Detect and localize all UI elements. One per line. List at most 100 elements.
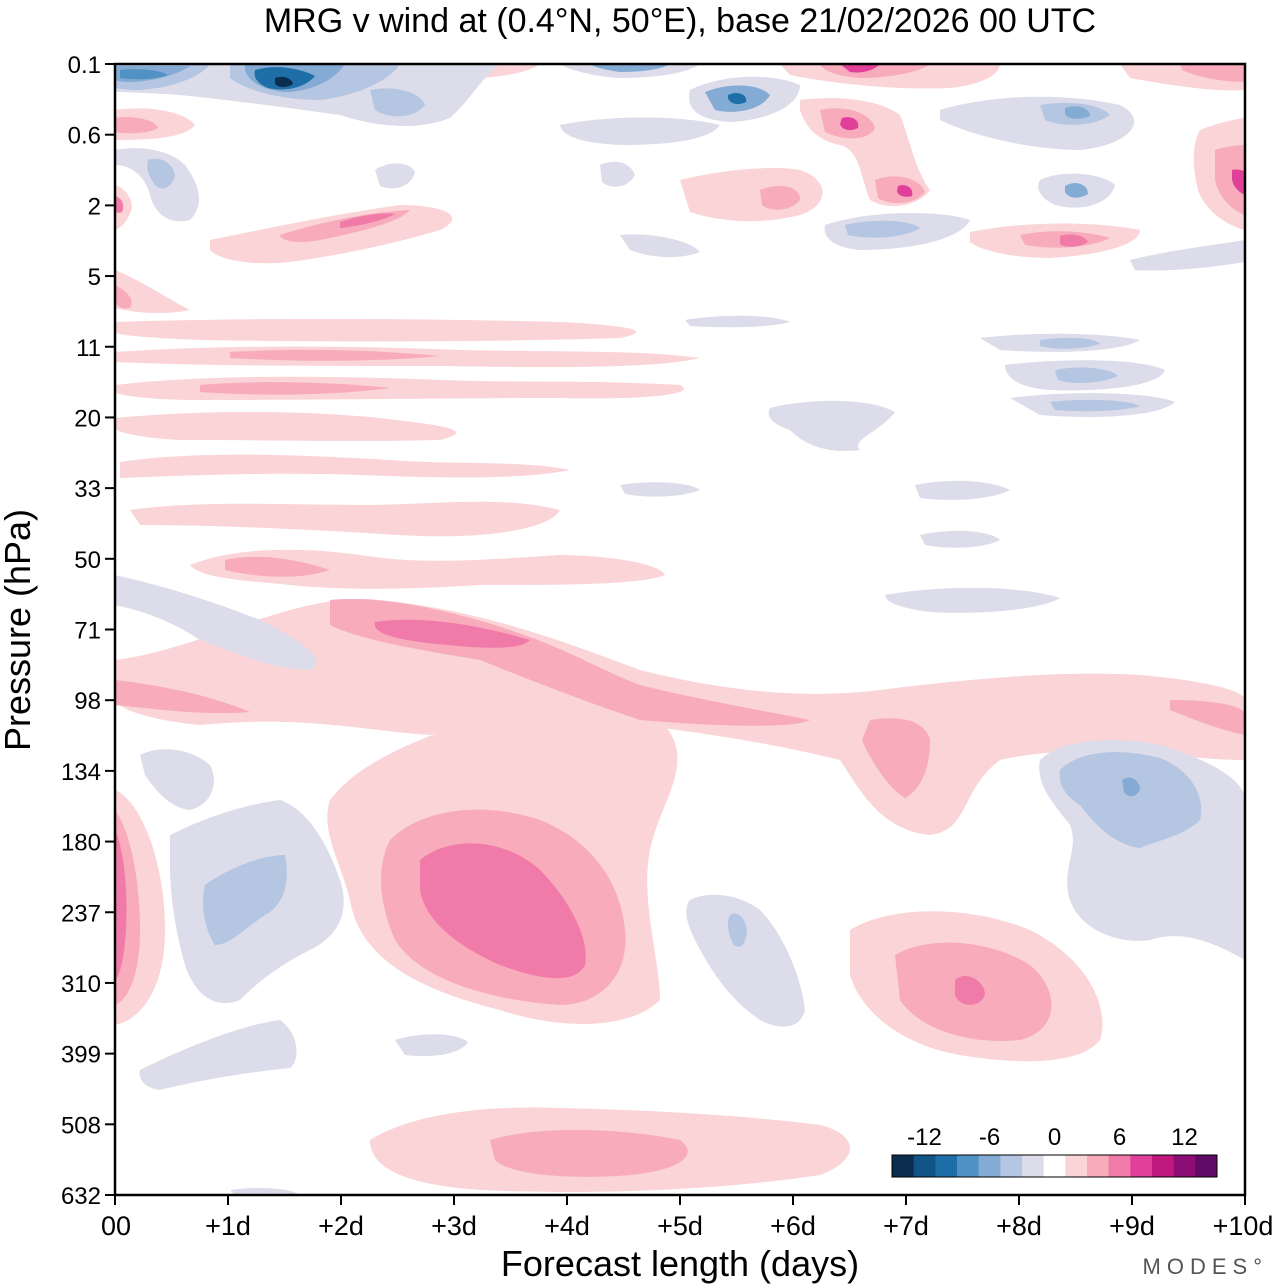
x-tick-label: +2d [318, 1211, 364, 1241]
contour-positive-band-20 [115, 412, 457, 441]
contour-positive-upper-right-c [1232, 169, 1245, 195]
x-axis: 00 +1d +2d +3d +4d +5d +6d +7d +8d +9d +10d [101, 1195, 1273, 1241]
contour-positive-band-5-b [115, 285, 132, 309]
y-tick-label: 134 [61, 759, 101, 786]
modes-logo: MODES° [1143, 1254, 1268, 1279]
contour-positive-band-4-c [340, 213, 395, 228]
y-tick-label: 20 [74, 405, 101, 432]
y-tick-label: 2 [88, 193, 101, 220]
contour-negative-lower-left-b [203, 855, 287, 945]
colorbar-swatch [1108, 1155, 1131, 1177]
colorbar-swatch [913, 1155, 936, 1177]
contour-positive-band-16-b [200, 382, 390, 395]
contour-negative-bottom [230, 1187, 300, 1195]
y-tick-label: 0.6 [68, 123, 101, 150]
contour-positive-leftedge-3 [115, 830, 127, 980]
contour-positive-lowlevel-6 [955, 975, 985, 1005]
contour-negative-b2-b [590, 64, 670, 72]
x-tick-label: 00 [101, 1211, 131, 1241]
y-axis: 0.1 0.6 2 5 11 20 33 50 71 98 134 180 237 310 399 508 63… [61, 52, 115, 1210]
y-tick-label: 33 [74, 476, 101, 503]
y-tick-label: 11 [76, 335, 101, 362]
contour-positive-upper-right-b [1215, 145, 1245, 215]
x-tick-label: +4d [544, 1211, 590, 1241]
contour-negative-b16-b [1050, 399, 1140, 412]
y-tick-label: 508 [61, 1112, 101, 1139]
colorbar-swatch [892, 1155, 915, 1177]
contour-positive-band-98 [115, 680, 250, 714]
contour-negative-lower-2 [395, 1034, 468, 1057]
colorbar-swatch [1173, 1155, 1196, 1177]
contour-positive-band-5 [115, 270, 190, 314]
y-tick-label: 310 [61, 971, 101, 998]
y-tick-label: 399 [61, 1042, 101, 1069]
contour-fills [115, 64, 1245, 1195]
contour-negative-b20 [920, 530, 1000, 548]
contour-positive-band-50-b [225, 556, 330, 577]
contour-positive-top-left-b [115, 117, 158, 134]
colorbar-swatch [1000, 1155, 1023, 1177]
contour-positive-lowlevel-8 [490, 1129, 688, 1177]
contour-negative-b3-c [728, 92, 747, 105]
contour-negative-b9 [375, 163, 415, 189]
contour-positive-band-134 [862, 718, 930, 798]
contour-negative-b13 [685, 315, 790, 328]
contour-negative-lower-c [686, 894, 805, 1027]
contour-negative-b19 [620, 482, 700, 497]
x-tick-label: +3d [431, 1211, 477, 1241]
contour-negative-b11 [620, 234, 700, 258]
contour-negative-b7-b [845, 220, 920, 238]
x-tick-label: +9d [1109, 1211, 1155, 1241]
contour-positive-band-3-mid-b [760, 185, 800, 210]
contour-negative-b18 [915, 480, 1010, 500]
contour-positive-left-2hPa [115, 185, 132, 230]
colorbar-tick-label: 12 [1171, 1124, 1198, 1151]
contour-negative-b4 [560, 117, 720, 145]
contour-negative-upper-left-d [120, 69, 168, 80]
colorbar-tick-label: -12 [907, 1124, 942, 1151]
x-tick-label: +1d [205, 1211, 251, 1241]
contour-positive-band-40 [130, 501, 560, 537]
y-tick-label: 71 [74, 618, 101, 645]
contour-positive-top-right-b [1180, 64, 1245, 82]
colorbar: -12 -6 0 6 12 [872, 1118, 1232, 1188]
x-tick-label: +10d [1213, 1211, 1274, 1241]
contour-negative-right-b [1059, 752, 1202, 848]
colorbar-swatches [892, 1155, 1218, 1177]
contour-negative-b12 [1130, 240, 1245, 271]
x-axis-label: Forecast length (days) [501, 1243, 859, 1284]
contour-positive-lowlevel-3 [420, 843, 586, 979]
colorbar-swatch [1043, 1155, 1066, 1177]
contour-negative-b14-b [1040, 337, 1100, 349]
y-tick-label: 632 [61, 1183, 101, 1210]
contour-positive-band-50 [190, 549, 665, 589]
colorbar-swatch [935, 1155, 958, 1177]
y-tick-label: 180 [61, 830, 101, 857]
contour-positive-band-98-r [1170, 700, 1245, 735]
contour-negative-lower-1 [139, 1020, 297, 1090]
y-tick-label: 237 [61, 900, 101, 927]
contour-negative-b17 [768, 400, 895, 451]
contour-positive-left-2hPa-b [115, 196, 124, 213]
contour-positive-band-9 [115, 319, 637, 342]
contour-negative-b6-b [1065, 183, 1088, 198]
colorbar-swatch [1065, 1155, 1088, 1177]
colorbar-swatch [1195, 1155, 1218, 1177]
contour-positive-band-30 [120, 454, 570, 478]
contour-negative-mid-left [140, 749, 214, 810]
contour-negative-b10 [600, 161, 635, 187]
colorbar-swatch [978, 1155, 1001, 1177]
x-tick-label: +5d [657, 1211, 703, 1241]
contour-positive-band-3-right-c [1060, 234, 1088, 247]
contour-positive-band-71-c [374, 619, 530, 648]
contour-negative-b22 [115, 575, 317, 670]
contour-positive-top-mid-c [840, 64, 880, 73]
contour-negative-right-c [1122, 777, 1140, 797]
colorbar-tick-label: 0 [1048, 1124, 1061, 1151]
colorbar-labels: -12 -6 0 6 12 [907, 1124, 1198, 1151]
x-tick-label: +7d [883, 1211, 929, 1241]
colorbar-swatch [957, 1155, 980, 1177]
contour-negative-b8-b [147, 158, 175, 189]
chart-title: MRG v wind at (0.4°N, 50°E), base 21/02/… [264, 2, 1096, 40]
